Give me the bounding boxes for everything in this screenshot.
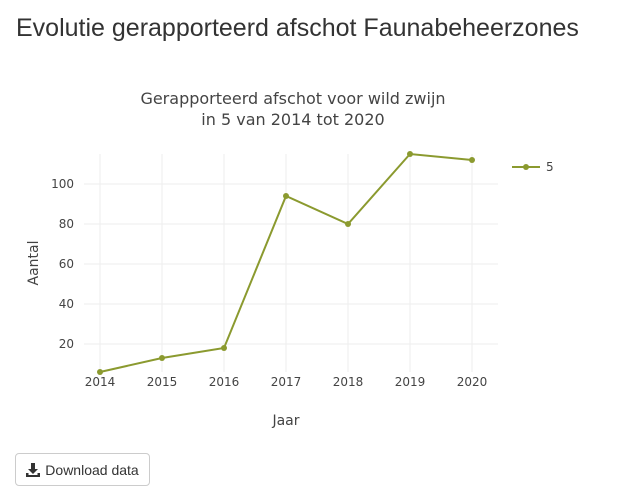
y-tick-label: 80 (59, 217, 74, 231)
page-title: Evolutie gerapporteerd afschot Faunabehe… (16, 14, 579, 42)
chart-title-line: Gerapporteerd afschot voor wild zwijn (140, 89, 445, 108)
x-tick-label: 2020 (457, 375, 488, 389)
data-point[interactable] (283, 193, 289, 199)
legend[interactable]: 5 (512, 160, 554, 174)
grid (84, 154, 498, 372)
x-tick-label: 2014 (85, 375, 116, 389)
x-tick-label: 2015 (147, 375, 178, 389)
data-point[interactable] (221, 345, 227, 351)
y-tick-label: 20 (59, 337, 74, 351)
legend-marker (523, 164, 529, 170)
x-axis-label: Jaar (271, 413, 299, 429)
download-data-button[interactable]: Download data (15, 453, 150, 486)
x-tick-label: 2018 (333, 375, 364, 389)
legend-item[interactable]: 5 (512, 160, 554, 174)
data-point[interactable] (407, 151, 413, 157)
download-icon (26, 462, 41, 477)
data-point[interactable] (159, 355, 165, 361)
data-point[interactable] (469, 157, 475, 163)
legend-label: 5 (546, 160, 554, 174)
x-tick-label: 2019 (395, 375, 426, 389)
data-point[interactable] (97, 369, 103, 375)
y-axis-label: Aantal (26, 241, 42, 286)
data-point[interactable] (345, 221, 351, 227)
y-tick-label: 60 (59, 257, 74, 271)
download-button-label: Download data (45, 461, 139, 478)
series (97, 151, 475, 375)
y-tick-label: 100 (51, 177, 74, 191)
x-tick-label: 2016 (209, 375, 240, 389)
chart-title: Gerapporteerd afschot voor wild zwijn in… (140, 89, 445, 129)
x-tick-label: 2017 (271, 375, 302, 389)
line-chart: Gerapporteerd afschot voor wild zwijn in… (26, 89, 554, 429)
y-tick-label: 40 (59, 297, 74, 311)
chart-title-line: in 5 van 2014 tot 2020 (201, 110, 384, 129)
